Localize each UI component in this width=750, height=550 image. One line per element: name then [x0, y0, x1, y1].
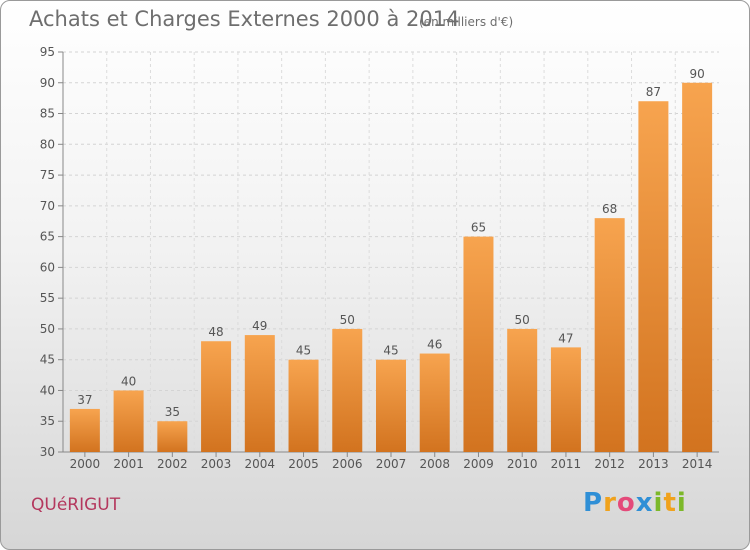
logo-letter: P — [583, 488, 604, 518]
data-label: 40 — [121, 374, 136, 388]
y-tick-label: 80 — [40, 137, 55, 151]
x-tick-label: 2004 — [245, 457, 276, 471]
y-tick-label: 75 — [40, 168, 55, 182]
proxiti-logo: Proxiti — [583, 488, 687, 518]
y-tick-label: 45 — [40, 353, 55, 367]
data-label: 45 — [296, 344, 311, 358]
data-label: 50 — [515, 313, 530, 327]
x-tick-label: 2008 — [419, 457, 450, 471]
bar — [682, 82, 713, 453]
data-label: 37 — [77, 393, 92, 407]
y-tick-label: 55 — [40, 291, 55, 305]
x-tick-label: 2002 — [157, 457, 188, 471]
y-tick-label: 90 — [40, 76, 55, 90]
chart-unit: (en milliers d'€) — [419, 15, 514, 29]
bar — [594, 218, 625, 452]
y-tick-label: 70 — [40, 199, 55, 213]
y-tick-label: 95 — [40, 45, 55, 59]
x-tick-label: 2012 — [594, 457, 625, 471]
y-tick-label: 40 — [40, 383, 55, 397]
logo-letter: r — [603, 488, 617, 518]
x-tick-label: 2011 — [551, 457, 582, 471]
logo-letter: i — [676, 488, 687, 518]
bar — [463, 236, 494, 452]
logo-letter: i — [653, 488, 664, 518]
x-tick-label: 2006 — [332, 457, 363, 471]
town-name: QUéRIGUT — [31, 495, 121, 515]
logo-letter: t — [663, 488, 677, 518]
x-tick-label: 2000 — [70, 457, 101, 471]
bar — [376, 359, 406, 452]
x-tick-label: 2003 — [201, 457, 232, 471]
bars — [69, 82, 713, 453]
data-label: 48 — [208, 325, 223, 339]
labels: 30 35 40 45 50 55 60 65 70 75 80 85 90 95 37 2000 40 2001… — [40, 45, 713, 471]
data-label: 45 — [383, 344, 398, 358]
data-label: 50 — [340, 313, 355, 327]
bar — [288, 359, 319, 452]
data-label: 46 — [427, 338, 442, 352]
y-tick-label: 35 — [40, 414, 55, 428]
data-label: 65 — [471, 221, 486, 235]
bar — [507, 328, 538, 452]
logo-letter: o — [616, 488, 636, 518]
data-label: 87 — [646, 85, 661, 99]
y-tick-label: 60 — [40, 260, 55, 274]
bar — [550, 347, 581, 452]
data-label: 68 — [602, 202, 617, 216]
bar — [638, 101, 669, 452]
y-tick-label: 65 — [40, 230, 55, 244]
bar — [201, 341, 232, 452]
bar — [157, 421, 188, 452]
x-tick-label: 2007 — [376, 457, 407, 471]
x-tick-label: 2013 — [638, 457, 669, 471]
bar — [113, 390, 144, 452]
y-tick-label: 50 — [40, 322, 55, 336]
y-tick-label: 85 — [40, 107, 55, 121]
bar — [332, 328, 363, 452]
bar — [244, 335, 275, 452]
x-tick-label: 2001 — [113, 457, 144, 471]
x-tick-label: 2009 — [463, 457, 494, 471]
x-tick-label: 2010 — [507, 457, 538, 471]
bar — [419, 353, 450, 452]
chart-title: Achats et Charges Externes 2000 à 2014 — [29, 7, 460, 31]
data-label: 35 — [165, 405, 180, 419]
x-tick-label: 2014 — [682, 457, 713, 471]
data-label: 49 — [252, 319, 267, 333]
y-tick-label: 30 — [40, 445, 55, 459]
data-label: 47 — [558, 331, 573, 345]
data-label: 90 — [689, 67, 704, 81]
bar — [69, 408, 100, 452]
logo-letter: x — [635, 488, 654, 518]
x-tick-label: 2005 — [288, 457, 319, 471]
